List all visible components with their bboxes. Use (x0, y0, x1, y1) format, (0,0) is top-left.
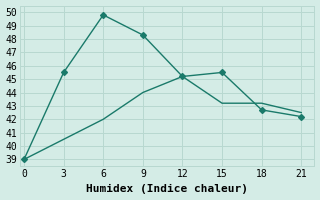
X-axis label: Humidex (Indice chaleur): Humidex (Indice chaleur) (86, 184, 248, 194)
